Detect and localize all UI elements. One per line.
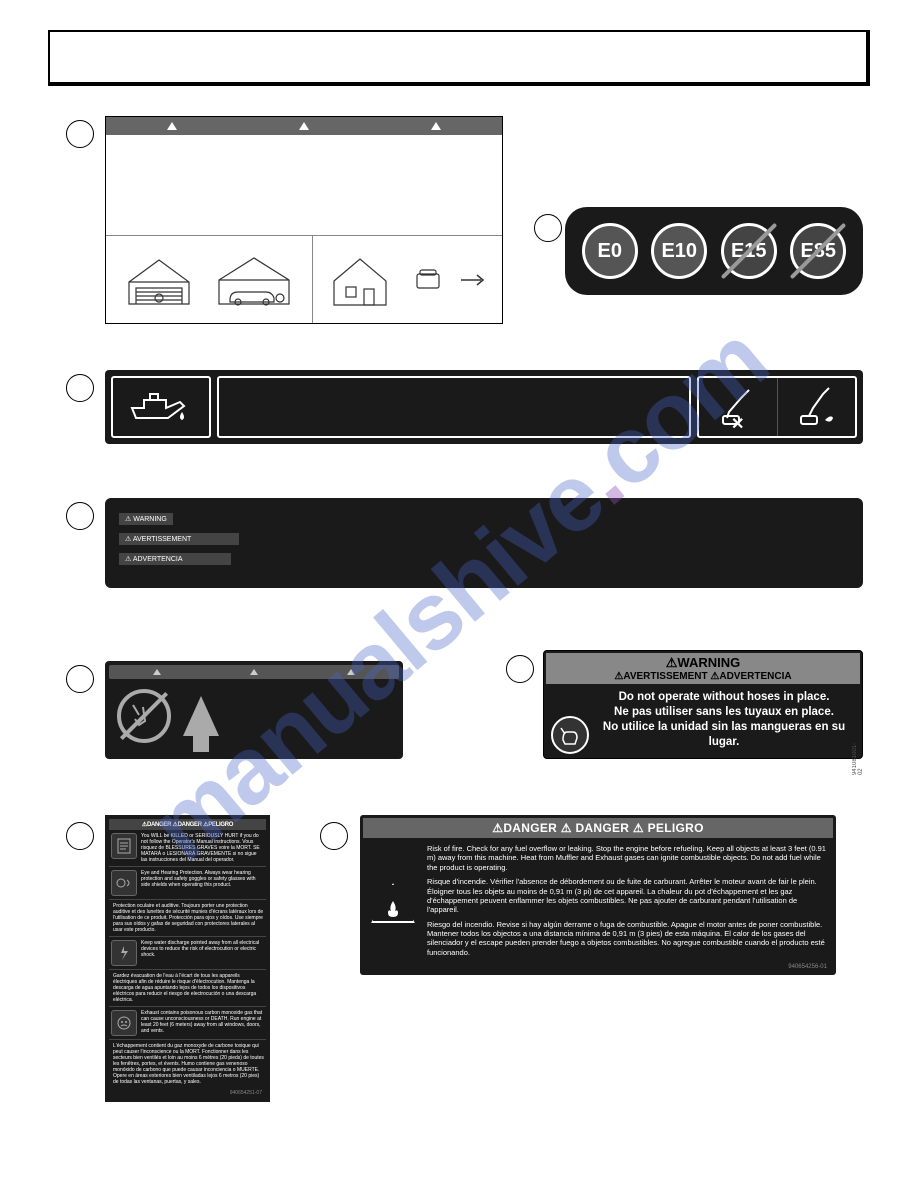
oil-wrong-icon: ✕ xyxy=(699,378,778,436)
callout-c xyxy=(66,374,94,402)
label-f-header: ⚠WARNING ⚠AVERTISSEMENT ⚠ADVERTENCIA xyxy=(546,653,860,684)
callout-a xyxy=(66,120,94,148)
label-h-pn: 940654256-01 xyxy=(363,964,833,972)
label-g-text: Gardez évacuation de l'eau à l'écart de … xyxy=(111,973,264,1003)
label-f-en: Do not operate without hoses in place. xyxy=(592,690,856,705)
label-h-header: ⚠DANGER ⚠ DANGER ⚠ PELIGRO xyxy=(363,818,833,838)
label-c-text-panel xyxy=(217,376,691,438)
label-g-text: Eye and Hearing Protection. Always wear … xyxy=(141,870,264,896)
eye-ear-icon xyxy=(111,870,137,896)
warning-triangle-icon xyxy=(153,669,161,675)
up-arrow-icon xyxy=(183,696,219,736)
label-co-warning xyxy=(105,116,503,324)
label-f-es: No utilice la unidad sin las mangueras e… xyxy=(592,720,856,750)
house-outside-icon xyxy=(328,251,400,309)
label-g-row: Gardez évacuation de l'eau à l'écart de … xyxy=(109,969,266,1006)
label-f-icon-col xyxy=(548,688,592,754)
oil-can-icon xyxy=(111,376,211,438)
injection-hazard-icon xyxy=(551,716,589,754)
label-g-row: Protection oculaire et auditive. Toujour… xyxy=(109,899,266,936)
label-oil: ✕ xyxy=(105,370,863,444)
callout-e xyxy=(66,665,94,693)
label-h-es: Riesgo del incendio. Revise si hay algún… xyxy=(427,920,827,958)
label-g-row: You WILL be KILLED or SERIOUSLY HURT if … xyxy=(109,830,266,866)
warn-es: ⚠ ADVERTENCIA xyxy=(119,553,231,565)
label-f-text: Do not operate without hoses in place. N… xyxy=(592,688,858,754)
label-fuel-rating: E0 E10 E15 E85 xyxy=(565,207,863,295)
co-hazard-icon xyxy=(111,1010,137,1036)
manual-icon xyxy=(111,833,137,859)
garage-car-icon xyxy=(214,252,294,308)
label-f-warning: ⚠WARNING xyxy=(546,655,860,671)
label-c-fill-icons: ✕ xyxy=(697,376,857,438)
callout-g xyxy=(66,822,94,850)
electric-hazard-icon xyxy=(111,940,137,966)
warning-triangle-icon xyxy=(299,122,309,130)
fire-triangle-icon xyxy=(371,883,415,923)
warn-fr: ⚠ AVERTISSEMENT xyxy=(119,533,239,545)
label-h-fr: Risque d'incendie. Vérifier l'absence de… xyxy=(427,877,827,915)
warn-en: ⚠ WARNING xyxy=(119,513,173,525)
label-e-header xyxy=(109,665,399,679)
label-g-text: Keep water discharge pointed away from a… xyxy=(141,940,264,966)
warning-triangle-icon xyxy=(347,669,355,675)
callout-h xyxy=(320,822,348,850)
label-g-text: Protection oculaire et auditive. Toujour… xyxy=(111,903,264,933)
label-spray-direction xyxy=(105,661,403,759)
label-f-pn: 941081001-02 xyxy=(852,743,864,775)
callout-b xyxy=(534,214,562,242)
callout-d xyxy=(66,502,94,530)
label-g-header: ⚠DANGER ⚠DANGER ⚠PELIGRO xyxy=(109,819,266,830)
label-hose-warning: ⚠WARNING ⚠AVERTISSEMENT ⚠ADVERTENCIA Do … xyxy=(543,650,863,759)
fuel-e10: E10 xyxy=(651,223,707,279)
generator-icon xyxy=(415,268,445,292)
fuel-e0: E0 xyxy=(582,223,638,279)
warning-triangle-icon xyxy=(431,122,441,130)
label-g-row: Exhaust contains poisonous carbon monoxi… xyxy=(109,1006,266,1039)
label-a-text-area xyxy=(106,135,502,235)
label-f-warning-sub: ⚠AVERTISSEMENT ⚠ADVERTENCIA xyxy=(546,671,860,682)
label-h-text: Risk of fire. Check for any fuel overflo… xyxy=(427,844,827,962)
label-fire-danger: ⚠DANGER ⚠ DANGER ⚠ PELIGRO Risk of fire.… xyxy=(360,815,836,975)
callout-f xyxy=(506,655,534,683)
label-g-row: L'échappement contient du gaz monoxyde d… xyxy=(109,1039,266,1088)
warning-triangle-icon xyxy=(250,669,258,675)
arrow-right-icon xyxy=(459,273,487,287)
label-f-fr: Ne pas utiliser sans les tuyaux en place… xyxy=(592,705,856,720)
section-header-box xyxy=(48,30,870,86)
garage-closed-icon xyxy=(124,252,194,308)
label-g-row: Eye and Hearing Protection. Always wear … xyxy=(109,866,266,899)
label-g-text: You WILL be KILLED or SERIOUSLY HURT if … xyxy=(141,833,264,863)
label-warning-text: ⚠ WARNING ⚠ AVERTISSEMENT ⚠ ADVERTENCIA xyxy=(105,498,863,588)
warning-triangle-icon xyxy=(167,122,177,130)
label-h-icon-col xyxy=(369,844,417,962)
label-g-pn: 940654251-07 xyxy=(109,1088,266,1098)
label-g-row: Keep water discharge pointed away from a… xyxy=(109,936,266,969)
fuel-e85: E85 xyxy=(790,223,846,279)
label-g-text: Exhaust contains poisonous carbon monoxi… xyxy=(141,1010,264,1036)
fuel-e15: E15 xyxy=(721,223,777,279)
label-g-text: L'échappement contient du gaz monoxyde d… xyxy=(111,1043,264,1085)
label-danger-tall: ⚠DANGER ⚠DANGER ⚠PELIGRO You WILL be KIL… xyxy=(105,815,270,1102)
no-spray-hand-icon xyxy=(117,689,171,743)
oil-correct-icon xyxy=(778,378,856,436)
label-a-header xyxy=(106,117,502,135)
label-a-pictograms xyxy=(106,235,502,323)
label-h-en: Risk of fire. Check for any fuel overflo… xyxy=(427,844,827,872)
